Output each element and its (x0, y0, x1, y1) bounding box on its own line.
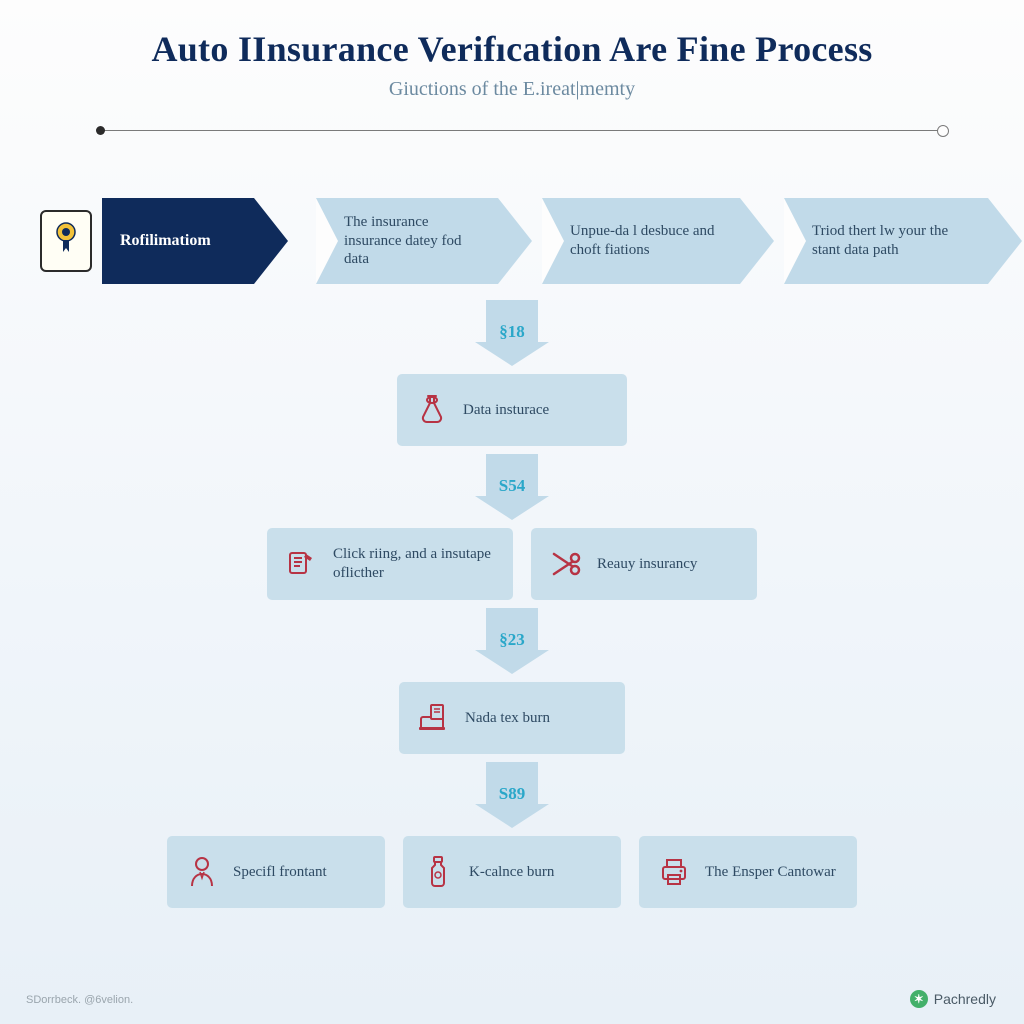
chevron-label: Rofilimatiom (120, 231, 211, 251)
node-row-2: Click riing, and a insutape oflicther Re… (0, 528, 1024, 600)
person-icon (185, 856, 219, 888)
flask-icon (415, 393, 449, 427)
node-row-1: Data insturace (0, 374, 1024, 446)
step-number: §23 (486, 630, 538, 650)
node-specifl-frontant: Specifl frontant (167, 836, 385, 908)
node-kcalnce-burn: K-calnce burn (403, 836, 621, 908)
step-number: §18 (486, 322, 538, 342)
scissors-icon (549, 550, 583, 578)
footer-brand: ✶ Pachredly (910, 990, 996, 1008)
node-label: Reauy insurancy (597, 555, 697, 574)
chevron-label: The insurance insurance datey fod data (344, 213, 484, 269)
laptop-document-icon (417, 703, 451, 733)
document-gavel-icon (285, 548, 319, 580)
chevron-step-4: Triod thert lw your the stant data path (784, 198, 1022, 284)
chevron-label: Unpue-da l desbuce and choft fiations (570, 222, 726, 260)
node-data-insurance: Data insturace (397, 374, 627, 446)
chevron-step-3: Unpue-da l desbuce and choft fiations (542, 198, 774, 284)
page-subtitle: Giuctions of the E.ireat|memty (0, 78, 1024, 101)
step-number: S89 (486, 784, 538, 804)
badge-icon (40, 210, 92, 272)
chevron-step-2: The insurance insurance datey fod data (316, 198, 532, 284)
node-label: Specifl frontant (233, 863, 327, 882)
node-click-ring: Click riing, and a insutape oflicther (267, 528, 513, 600)
node-label: Nada tex burn (465, 709, 550, 728)
brand-name: Pachredly (934, 991, 996, 1007)
page-title: Auto IInsurance Verifıcation Are Fine Pr… (0, 0, 1024, 70)
step-number: S54 (486, 476, 538, 496)
brand-badge-icon: ✶ (910, 990, 928, 1008)
footer-credit: SDorrbeck. @6velion. (26, 994, 133, 1006)
top-chevron-row: Rofilimatiom The insurance insurance dat… (40, 198, 1004, 308)
chevron-step-1: Rofilimatiom (102, 198, 288, 284)
node-ensper-cantowar: The Ensper Cantowar (639, 836, 857, 908)
chevron-label: Triod thert lw your the stant data path (812, 222, 974, 260)
bottle-icon (421, 855, 455, 889)
node-row-4: Specifl frontant K-calnce burn The Enspe… (0, 836, 1024, 908)
divider-line (100, 130, 944, 131)
node-label: K-calnce burn (469, 863, 554, 882)
down-arrow-1: §18 (486, 300, 538, 366)
node-label: The Ensper Cantowar (705, 863, 836, 882)
node-label: Data insturace (463, 401, 549, 420)
down-arrow-3: §23 (486, 608, 538, 674)
node-label: Click riing, and a insutape oflicther (333, 545, 493, 583)
down-arrow-2: S54 (486, 454, 538, 520)
node-row-3: Nada tex burn (0, 682, 1024, 754)
printer-icon (657, 857, 691, 887)
node-nada-tex: Nada tex burn (399, 682, 625, 754)
down-arrow-4: S89 (486, 762, 538, 828)
node-reauy-insurancy: Reauy insurancy (531, 528, 757, 600)
vertical-flow: §18 Data insturace S54 Click riing, and … (0, 300, 1024, 916)
